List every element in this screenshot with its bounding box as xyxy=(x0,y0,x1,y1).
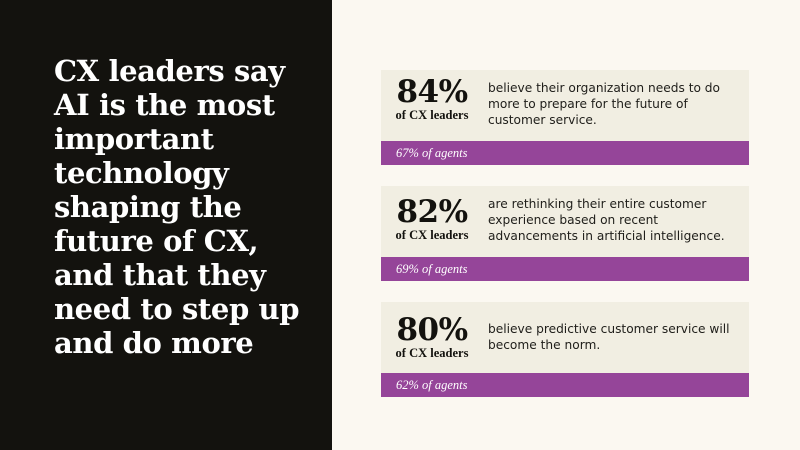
stat-card-3: 80% of CX leaders believe predictive cus… xyxy=(381,302,749,397)
stat-description: are rethinking their entire customer exp… xyxy=(488,197,725,243)
stat-value: 80% xyxy=(396,312,468,348)
stat-card-body: 84% of CX leaders believe their organiza… xyxy=(381,70,749,141)
stat-card-body: 82% of CX leaders are rethinking their e… xyxy=(381,186,749,257)
stat-card-body: 80% of CX leaders believe predictive cus… xyxy=(381,302,749,373)
stat-card-1: 84% of CX leaders believe their organiza… xyxy=(381,70,749,165)
left-panel: CX leaders say AI is the most important … xyxy=(0,0,332,450)
stat-block: 82% of CX leaders xyxy=(391,194,473,242)
stat-label: of CX leaders xyxy=(395,228,469,242)
stat-value: 84% xyxy=(396,74,468,110)
stat-label: of CX leaders xyxy=(395,108,469,122)
stat-description: believe their organization needs to do m… xyxy=(488,81,720,127)
stat-block: 80% of CX leaders xyxy=(391,312,473,360)
stat-label: of CX leaders xyxy=(395,346,469,360)
stat-block: 84% of CX leaders xyxy=(391,74,473,122)
agents-bar: 62% of agents xyxy=(381,373,749,397)
headline: CX leaders say AI is the most important … xyxy=(54,54,300,360)
stat-card-2: 82% of CX leaders are rethinking their e… xyxy=(381,186,749,281)
agents-bar: 67% of agents xyxy=(381,141,749,165)
stat-value: 82% xyxy=(396,194,468,230)
agents-bar: 69% of agents xyxy=(381,257,749,281)
stat-description: believe predictive customer service will… xyxy=(488,322,730,352)
